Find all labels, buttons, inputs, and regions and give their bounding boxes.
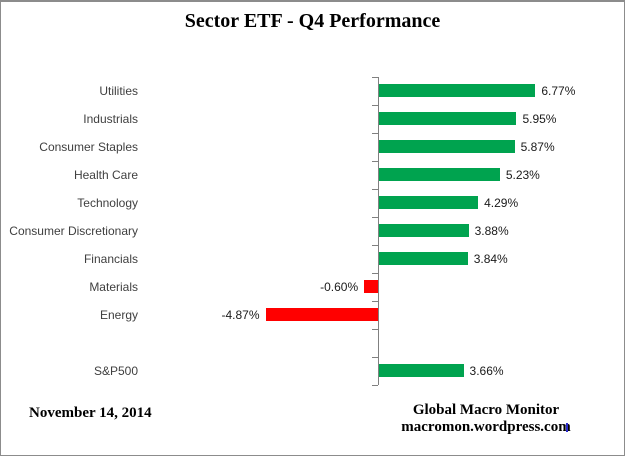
axis-tick (372, 357, 378, 358)
positive-bar (379, 196, 479, 209)
category-label: Health Care (73, 168, 138, 182)
value-label: 3.66% (469, 364, 504, 378)
category-label: S&P500 (93, 364, 138, 378)
axis-tick (372, 385, 378, 386)
axis-tick (372, 77, 378, 78)
value-label: -4.87% (221, 308, 260, 322)
axis-tick (372, 245, 378, 246)
category-label: Industrials (83, 112, 138, 126)
footer-date: November 14, 2014 (29, 405, 152, 421)
axis-tick (372, 133, 378, 134)
axis-tick (372, 273, 378, 274)
axis-tick (372, 161, 378, 162)
positive-bar (379, 84, 536, 97)
chart-title: Sector ETF - Q4 Performance (184, 10, 441, 32)
category-label: Utilities (99, 84, 138, 98)
category-label: Technology (77, 196, 138, 210)
footer-credit: Global Macro Monitor macromon.wordpress.… (376, 402, 596, 436)
negative-bar (265, 308, 378, 321)
value-label: 3.88% (474, 224, 509, 238)
category-label: Materials (89, 280, 138, 294)
axis-tick (372, 329, 378, 330)
positive-bar (379, 252, 468, 265)
axis-tick (372, 189, 378, 190)
positive-bar (379, 364, 464, 377)
value-label: 3.84% (473, 252, 508, 266)
text-cursor-artifact (566, 423, 568, 432)
positive-bar (379, 224, 469, 237)
value-label: 5.95% (522, 112, 557, 126)
value-label: 5.23% (505, 168, 540, 182)
positive-bar (379, 140, 515, 153)
negative-bar (364, 280, 378, 293)
positive-bar (379, 112, 517, 125)
value-label: 6.77% (541, 84, 576, 98)
y-axis-line (378, 77, 379, 385)
category-label: Consumer Staples (39, 140, 138, 154)
category-label: Energy (99, 308, 138, 322)
category-label: Consumer Discretionary (9, 224, 138, 238)
value-label: 5.87% (520, 140, 555, 154)
footer-credit-line1: Global Macro Monitor (412, 402, 560, 418)
axis-tick (372, 217, 378, 218)
value-label: 4.29% (484, 196, 519, 210)
category-label: Financials (83, 252, 138, 266)
positive-bar (379, 168, 500, 181)
axis-tick (372, 105, 378, 106)
footer-credit-line2: macromon.wordpress.com (401, 419, 571, 435)
axis-tick (372, 301, 378, 302)
value-label: -0.60% (320, 280, 359, 294)
